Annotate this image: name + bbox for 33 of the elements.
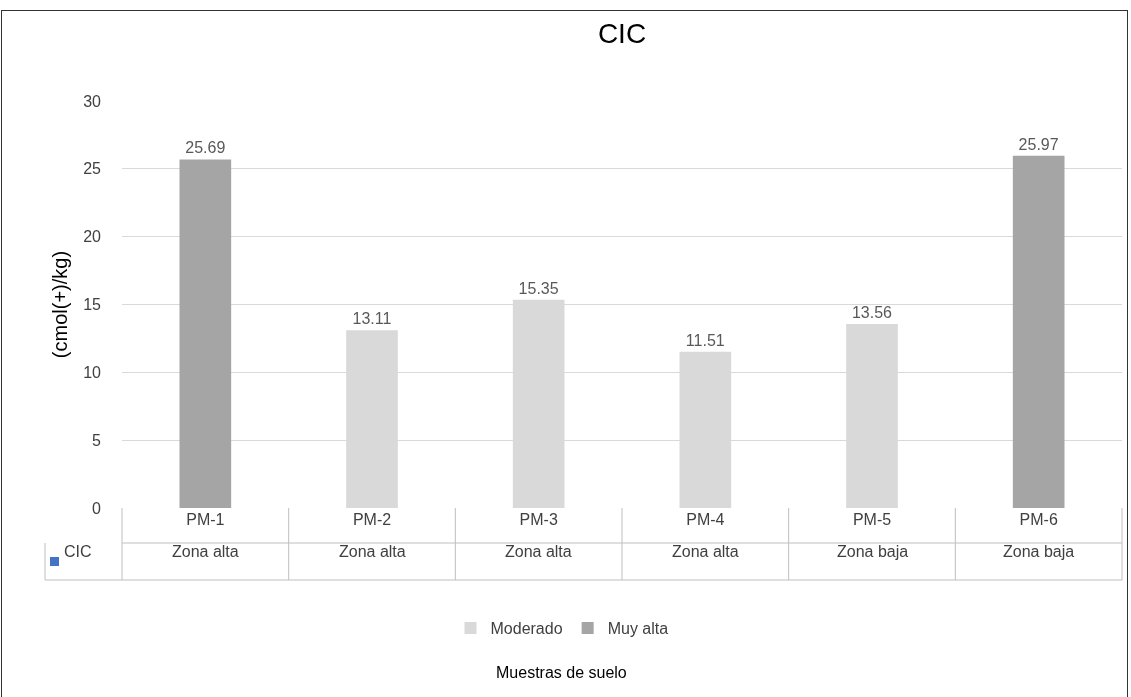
bar xyxy=(179,159,232,508)
legend-label: Moderado xyxy=(490,620,563,638)
y-tick-label: 5 xyxy=(92,431,102,449)
y-tick-label: 0 xyxy=(92,499,102,517)
text: Muestras de suelo xyxy=(496,664,627,681)
text: CIC xyxy=(64,543,92,560)
x-tick-label: PM-5 xyxy=(852,511,892,528)
bar xyxy=(1012,155,1065,508)
x-tick-label: PM-4 xyxy=(686,511,725,528)
y-tick-label: 30 xyxy=(83,92,102,110)
y-tick-label: 15 xyxy=(83,296,102,314)
data-label: 13.11 xyxy=(352,310,392,328)
y-tick-label: 10 xyxy=(83,363,102,381)
text: Zona alta xyxy=(339,543,406,560)
data-label: 15.35 xyxy=(518,279,559,297)
data-label: 13.56 xyxy=(851,304,893,322)
chart-title: CIC xyxy=(597,17,647,49)
text: Zona baja xyxy=(1003,543,1075,560)
data-label: 11.51 xyxy=(685,331,725,349)
text: Zona alta xyxy=(672,543,739,560)
x-tick-label: PM-1 xyxy=(186,511,225,528)
text: Zona alta xyxy=(505,543,572,560)
x-tick-label: PM-2 xyxy=(352,511,392,528)
text: Zona alta xyxy=(172,543,239,560)
text: Zona baja xyxy=(837,543,909,560)
x-tick-label: PM-3 xyxy=(519,511,558,528)
y-axis-title: (cmol(+)/kg) xyxy=(48,250,71,359)
y-tick-label: 20 xyxy=(83,228,102,246)
data-label: 25.97 xyxy=(1018,135,1059,153)
data-label: 25.69 xyxy=(185,139,226,157)
y-tick-label: 25 xyxy=(83,160,102,178)
x-tick-label: PM-6 xyxy=(1019,511,1058,528)
legend-label: Muy alta xyxy=(607,620,669,638)
